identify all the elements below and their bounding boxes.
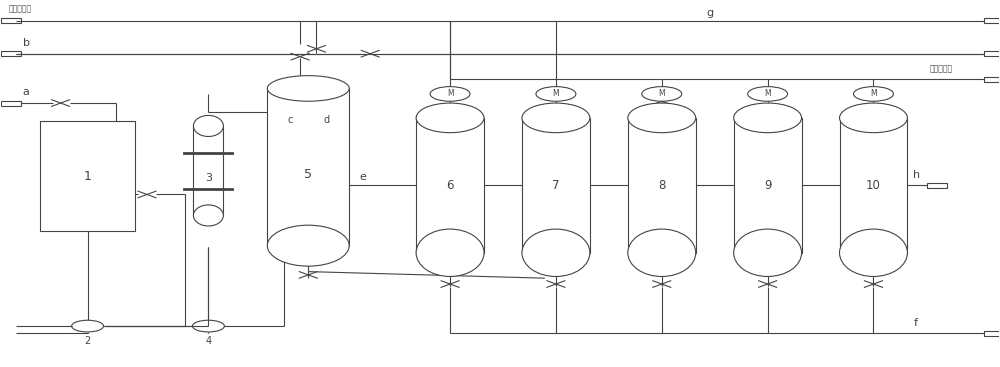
Bar bbox=[193, 126, 223, 215]
Text: M: M bbox=[447, 90, 453, 98]
Bar bbox=[40, 121, 135, 231]
Bar bbox=[734, 118, 802, 253]
Circle shape bbox=[854, 87, 893, 101]
Circle shape bbox=[430, 87, 470, 101]
Text: M: M bbox=[553, 90, 559, 98]
Ellipse shape bbox=[267, 76, 349, 101]
Text: 6: 6 bbox=[446, 179, 454, 192]
Text: M: M bbox=[870, 90, 877, 98]
Ellipse shape bbox=[522, 103, 590, 133]
Circle shape bbox=[642, 87, 682, 101]
Circle shape bbox=[748, 87, 788, 101]
Bar bbox=[1, 51, 21, 56]
Ellipse shape bbox=[840, 103, 907, 133]
Ellipse shape bbox=[522, 229, 590, 276]
Bar bbox=[984, 77, 1000, 82]
Ellipse shape bbox=[628, 103, 696, 133]
Ellipse shape bbox=[416, 229, 484, 276]
Text: f: f bbox=[913, 318, 917, 328]
Circle shape bbox=[536, 87, 576, 101]
Text: 去尾气锅炉: 去尾气锅炉 bbox=[9, 5, 32, 14]
Text: 4: 4 bbox=[205, 337, 211, 346]
Bar bbox=[628, 118, 696, 253]
Bar bbox=[984, 331, 1000, 336]
Ellipse shape bbox=[193, 116, 223, 137]
Bar bbox=[267, 88, 349, 246]
Ellipse shape bbox=[416, 103, 484, 133]
Ellipse shape bbox=[840, 229, 907, 276]
Ellipse shape bbox=[734, 229, 802, 276]
Bar bbox=[522, 118, 590, 253]
Text: d: d bbox=[323, 115, 329, 124]
Bar bbox=[1, 18, 21, 23]
Text: M: M bbox=[764, 90, 771, 98]
Text: 9: 9 bbox=[764, 179, 771, 192]
Text: b: b bbox=[23, 38, 30, 48]
Text: 5: 5 bbox=[304, 168, 312, 181]
Text: e: e bbox=[359, 172, 366, 182]
Ellipse shape bbox=[193, 205, 223, 226]
Text: 10: 10 bbox=[866, 179, 881, 192]
Text: 3: 3 bbox=[205, 173, 212, 183]
Text: 2: 2 bbox=[84, 337, 91, 346]
Text: a: a bbox=[23, 87, 30, 97]
Bar bbox=[416, 118, 484, 253]
Text: 7: 7 bbox=[552, 179, 560, 192]
Bar bbox=[984, 51, 1000, 56]
Circle shape bbox=[192, 320, 224, 332]
Ellipse shape bbox=[628, 229, 696, 276]
Circle shape bbox=[72, 320, 104, 332]
Bar bbox=[927, 183, 947, 188]
Text: M: M bbox=[658, 90, 665, 98]
Text: h: h bbox=[913, 170, 921, 180]
Text: 去尾气锅炉: 去尾气锅炉 bbox=[929, 65, 953, 73]
Ellipse shape bbox=[734, 103, 802, 133]
Bar bbox=[1, 101, 21, 106]
Bar bbox=[840, 118, 907, 253]
Bar bbox=[984, 18, 1000, 23]
Text: 8: 8 bbox=[658, 179, 665, 192]
Text: c: c bbox=[288, 115, 293, 124]
Text: g: g bbox=[706, 8, 713, 18]
Ellipse shape bbox=[267, 225, 349, 266]
Text: 1: 1 bbox=[84, 170, 92, 183]
